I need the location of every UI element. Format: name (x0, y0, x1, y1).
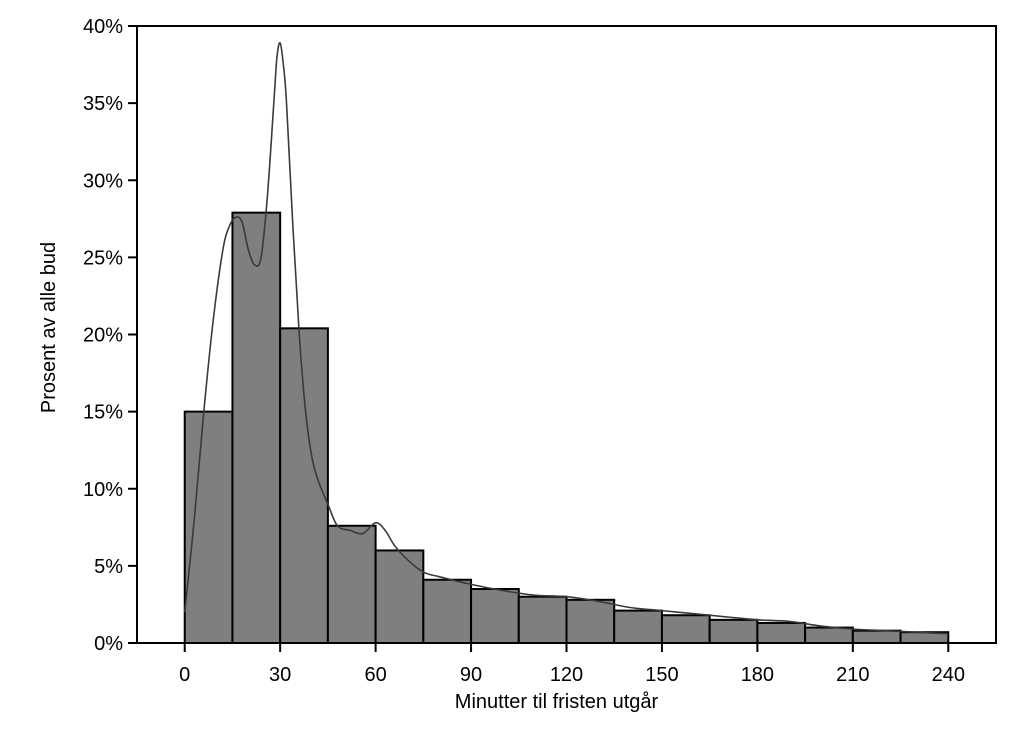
axes: 0 30 60 90 120 150 180 210 240 0% 5% 10% 15% 20% 25% 30… (83, 16, 965, 686)
histogram-bar (756, 621, 807, 645)
histogram-bar (565, 598, 616, 644)
histogram-bar (708, 618, 759, 644)
x-axis-title: Minutter til fristen utgår (455, 691, 659, 713)
x-tick-label: 180 (741, 664, 774, 686)
y-tick-label: 35% (83, 93, 123, 115)
y-axis-title: Prosent av alle bud (38, 242, 60, 413)
histogram-bars (183, 211, 950, 645)
x-tick-label: 240 (932, 664, 965, 686)
x-tick-label: 210 (836, 664, 869, 686)
density-curve (183, 41, 949, 635)
histogram-bar (374, 549, 425, 645)
plot-frame (136, 25, 997, 644)
x-tick-label: 120 (550, 664, 583, 686)
histogram-bar (470, 588, 520, 645)
x-tick-label: 0 (179, 664, 190, 686)
histogram-bar (851, 629, 902, 644)
x-tick-label: 150 (645, 664, 678, 686)
histogram-bar (326, 524, 377, 645)
x-tick-label: 30 (269, 664, 291, 686)
y-tick-label: 30% (83, 170, 123, 192)
histogram-bar (613, 609, 663, 644)
x-tick-label: 60 (364, 664, 386, 686)
histogram-bar (183, 410, 234, 644)
x-tick-label: 90 (460, 664, 482, 686)
y-tick-label: 20% (83, 325, 123, 347)
density-curve-layer (183, 41, 949, 635)
histogram-bar (231, 211, 282, 645)
y-tick-label: 15% (83, 402, 123, 424)
y-tick-label: 10% (83, 479, 123, 501)
histogram-bar (517, 595, 568, 644)
histogram-bar (804, 626, 854, 645)
histogram-bar (422, 578, 473, 645)
y-tick-label: 0% (94, 633, 123, 655)
y-tick-label: 5% (94, 556, 123, 578)
histogram-bar (660, 614, 711, 644)
y-tick-label: 40% (83, 16, 123, 38)
y-tick-label: 25% (83, 247, 123, 269)
